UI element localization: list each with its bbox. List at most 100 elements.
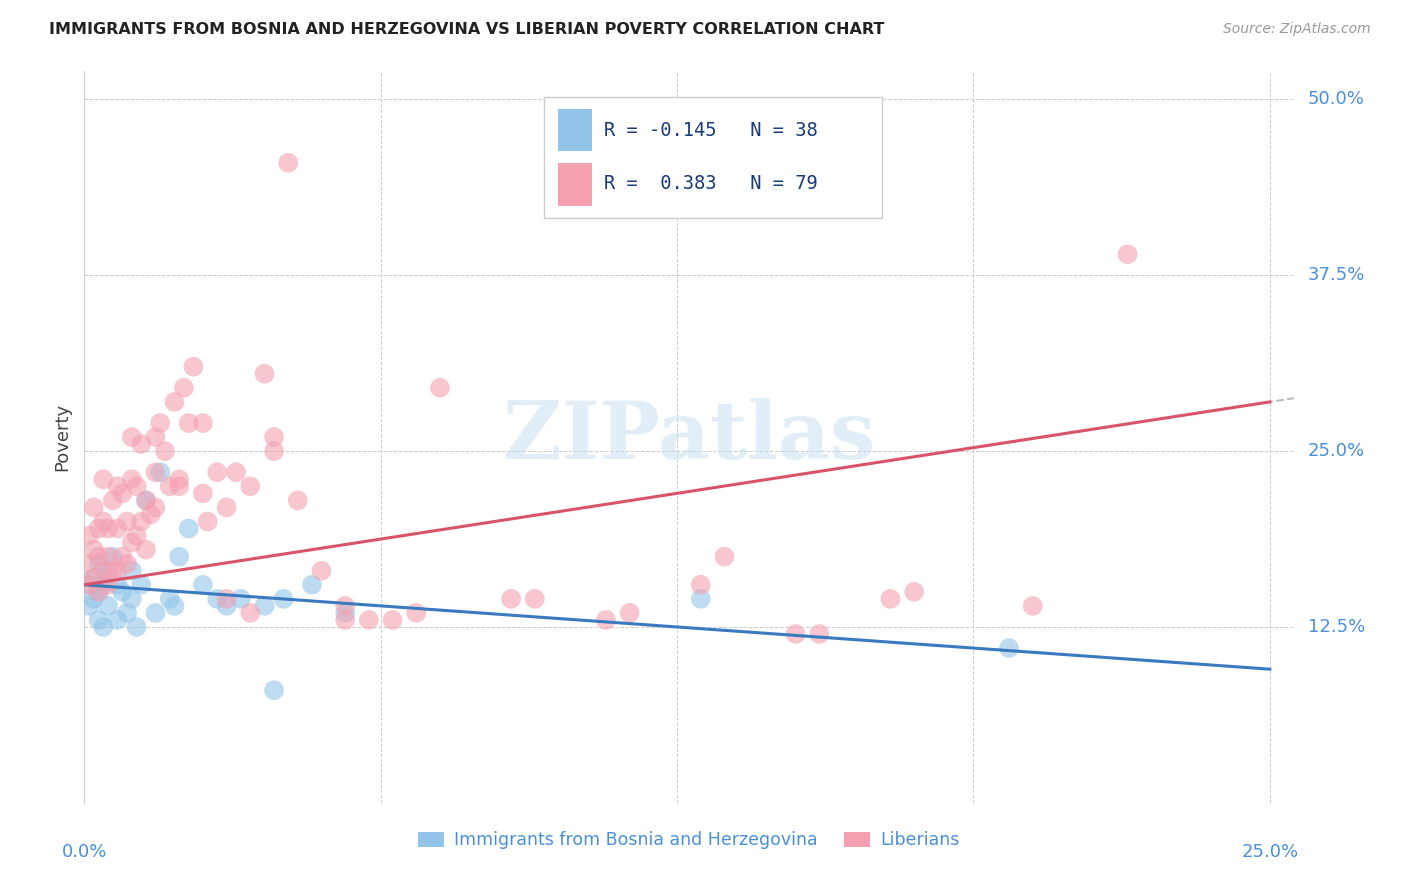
Point [311,564,333,578]
Text: 25.0%: 25.0% [1308,442,1365,460]
Point [215,591,238,606]
Point [121,591,143,606]
Y-axis label: Poverty: Poverty [53,403,72,471]
Text: 0.0%: 0.0% [62,843,107,861]
Point [1022,599,1045,613]
Point [115,557,138,571]
Point [145,465,167,479]
Point [689,591,711,606]
Point [998,641,1021,656]
Point [87,557,110,571]
Point [107,521,129,535]
Point [191,416,214,430]
Text: IMMIGRANTS FROM BOSNIA AND HERZEGOVINA VS LIBERIAN POVERTY CORRELATION CHART: IMMIGRANTS FROM BOSNIA AND HERZEGOVINA V… [49,22,884,37]
Point [87,584,110,599]
Point [167,549,190,564]
Point [191,578,214,592]
Point [77,599,100,613]
Point [121,472,143,486]
Point [91,515,114,529]
Point [107,578,129,592]
Point [83,591,105,606]
Point [273,591,295,606]
Point [333,599,356,613]
Point [523,591,546,606]
Point [121,564,143,578]
Point [125,479,148,493]
Point [153,444,176,458]
Point [903,584,925,599]
Text: ZIPatlas: ZIPatlas [503,398,875,476]
Point [149,416,172,430]
Point [121,535,143,549]
Point [253,599,276,613]
Point [107,613,129,627]
Point [879,591,901,606]
Point [177,416,200,430]
Point [205,465,228,479]
Point [115,606,138,620]
Point [97,578,120,592]
Point [429,381,451,395]
Point [229,591,252,606]
Point [785,627,807,641]
Point [111,486,134,500]
Point [215,599,238,613]
Point [501,591,523,606]
Point [263,430,285,444]
Point [405,606,427,620]
Text: 37.5%: 37.5% [1308,267,1365,285]
Point [225,465,247,479]
Point [125,528,148,542]
Point [173,381,195,395]
Point [619,606,641,620]
Point [101,493,124,508]
Point [333,606,356,620]
Text: Source: ZipAtlas.com: Source: ZipAtlas.com [1223,22,1371,37]
Point [357,613,380,627]
Point [163,599,186,613]
Point [149,465,172,479]
Point [167,479,190,493]
Point [129,437,152,451]
Point [97,599,120,613]
Point [91,620,114,634]
Point [167,472,190,486]
Point [287,493,309,508]
Point [87,613,110,627]
Point [263,683,285,698]
Point [253,367,276,381]
Text: 12.5%: 12.5% [1308,618,1365,636]
Point [177,521,200,535]
Point [77,557,100,571]
Point [87,521,110,535]
Text: 50.0%: 50.0% [1308,90,1365,109]
Point [381,613,404,627]
Point [101,564,124,578]
Text: 25.0%: 25.0% [1241,843,1298,861]
Point [135,542,157,557]
Point [239,606,262,620]
Point [239,479,262,493]
Point [129,515,152,529]
Point [83,571,105,585]
Point [121,430,143,444]
Point [145,500,167,515]
Point [301,578,323,592]
Point [1116,247,1139,261]
Point [191,486,214,500]
Point [97,564,120,578]
Point [135,493,157,508]
Point [97,521,120,535]
Point [91,564,114,578]
Point [159,591,181,606]
Point [333,613,356,627]
Point [713,549,735,564]
Point [808,627,831,641]
Point [87,584,110,599]
Point [91,472,114,486]
Point [125,620,148,634]
Point [263,444,285,458]
Point [77,528,100,542]
Point [115,515,138,529]
